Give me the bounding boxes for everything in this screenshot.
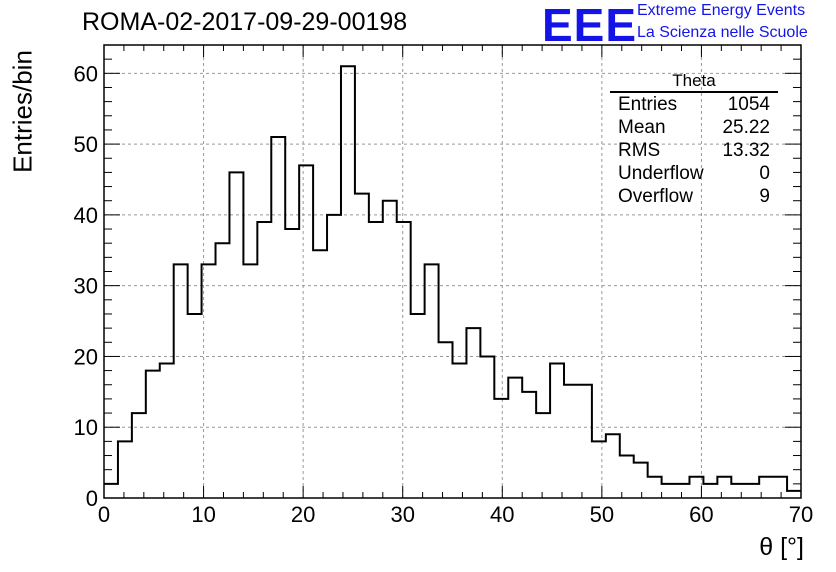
x-tick-label: 60 xyxy=(689,502,713,527)
y-tick-label: 10 xyxy=(74,415,98,440)
stats-row: Entries 1054 xyxy=(610,93,778,116)
x-tick-label: 30 xyxy=(390,502,414,527)
stats-row: Overflow 9 xyxy=(610,185,778,208)
stats-label: Entries xyxy=(618,94,678,115)
stats-box: Theta Entries 1054 Mean 25.22 RMS 13.32 … xyxy=(610,72,778,208)
stats-value: 25.22 xyxy=(722,117,770,138)
stats-label: Mean xyxy=(618,117,666,138)
stats-row: Mean 25.22 xyxy=(610,116,778,139)
axis-ticks xyxy=(103,44,802,499)
x-tick-label: 10 xyxy=(191,502,215,527)
y-tick-label: 20 xyxy=(74,344,98,369)
eee-logo: EEE xyxy=(542,0,638,51)
y-tick-label: 0 xyxy=(86,486,98,511)
stats-row: Underflow 0 xyxy=(610,162,778,185)
x-axis-label: θ [°] xyxy=(759,533,804,561)
histogram-title: ROMA-02-2017-09-29-00198 xyxy=(82,8,408,36)
y-tick-label: 60 xyxy=(74,61,98,86)
stats-value: 13.32 xyxy=(722,140,770,161)
x-tick-label: 20 xyxy=(291,502,315,527)
y-axis-label: Entries/bin xyxy=(7,50,38,173)
brand-line-2: La Scienza nelle Scuole xyxy=(637,24,808,41)
plot-frame xyxy=(103,44,802,499)
y-tick-label: 40 xyxy=(74,203,98,228)
stats-label: Overflow xyxy=(618,186,693,207)
stats-title: Theta xyxy=(610,72,778,93)
x-tick-label: 70 xyxy=(789,502,813,527)
histogram-line xyxy=(104,65,801,492)
stats-value: 9 xyxy=(759,186,770,207)
stats-value: 0 xyxy=(759,163,770,184)
tick-labels: 0 10 20 30 40 50 60 70 0 10 20 30 40 50 60 xyxy=(74,61,814,527)
grid-lines xyxy=(104,45,801,498)
y-tick-label: 50 xyxy=(74,132,98,157)
x-tick-label: 50 xyxy=(590,502,614,527)
stats-label: Underflow xyxy=(618,163,704,184)
stats-value: 1054 xyxy=(727,94,770,115)
x-tick-label: 40 xyxy=(490,502,514,527)
y-tick-label: 30 xyxy=(74,274,98,299)
stats-label: RMS xyxy=(618,140,661,161)
brand-line-1: Extreme Energy Events xyxy=(637,2,806,19)
x-tick-label: 0 xyxy=(98,502,110,527)
stats-row: RMS 13.32 xyxy=(610,139,778,162)
